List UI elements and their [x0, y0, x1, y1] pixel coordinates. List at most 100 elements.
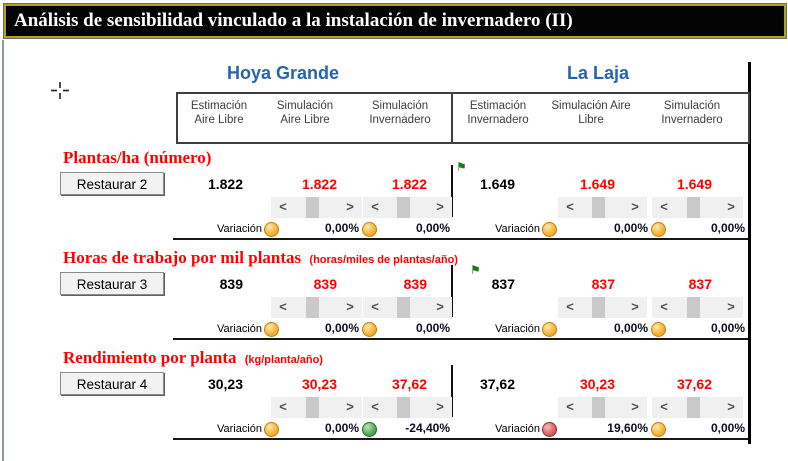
arrow-left-icon[interactable]: < [660, 299, 668, 314]
section-underline [173, 438, 748, 440]
group-divider [451, 265, 453, 317]
spinner-thumb[interactable] [686, 397, 700, 418]
status-dot [651, 422, 666, 437]
status-dot [542, 222, 557, 237]
restaurar-3-button[interactable]: Restaurar 3 [60, 272, 164, 295]
spinner-thumb[interactable] [686, 297, 700, 318]
restaurar-2-button[interactable]: Restaurar 2 [60, 172, 164, 195]
section-rendimiento: Rendimiento por planta (kg/planta/año) R… [0, 348, 788, 448]
spinner-hg-sim-invernadero[interactable]: < > [363, 297, 452, 318]
cell-hg-sim-aire: 1.822 [301, 176, 337, 192]
status-dot [542, 322, 557, 337]
arrow-left-icon[interactable]: < [279, 299, 287, 314]
variacion-pct: 0,00% [415, 321, 450, 335]
variacion-label: Variación [494, 323, 540, 335]
arrow-left-icon[interactable]: < [566, 199, 574, 214]
section-title: Rendimiento por planta (kg/planta/año) [63, 348, 323, 367]
arrow-left-icon[interactable]: < [371, 299, 379, 314]
spinner-thumb[interactable] [305, 397, 319, 418]
section-title: Horas de trabajo por mil plantas (horas/… [63, 248, 458, 267]
spinner-thumb[interactable] [305, 197, 319, 218]
status-dot [651, 322, 666, 337]
arrow-right-icon[interactable]: > [346, 399, 354, 414]
cell-hg-sim-aire: 30,23 [301, 376, 337, 392]
arrow-right-icon[interactable]: > [346, 299, 354, 314]
col-header-hg-sim-invernadero: Simulación Invernadero [369, 100, 431, 127]
cell-hg-estimacion: 839 [219, 276, 243, 292]
variacion-label: Variación [494, 223, 540, 235]
cell-hg-sim-invernadero: 37,62 [391, 376, 427, 392]
arrow-right-icon[interactable]: > [631, 199, 639, 214]
group-divider [451, 365, 453, 417]
cell-hg-estimacion: 30,23 [207, 376, 243, 392]
spinner-hg-sim-aire[interactable]: < > [271, 297, 362, 318]
variacion-pct: -24,40% [405, 421, 450, 435]
cell-ll-sim-aire: 30,23 [579, 376, 615, 392]
arrow-right-icon[interactable]: > [727, 199, 735, 214]
group-title-hoya-grande: Hoya Grande [226, 63, 340, 83]
spinner-ll-sim-aire[interactable]: < > [558, 197, 647, 218]
variacion-pct: 0,00% [710, 321, 745, 335]
cell-ll-sim-aire: 1.649 [579, 176, 615, 192]
spinner-hg-sim-invernadero[interactable]: < > [363, 197, 452, 218]
arrow-right-icon[interactable]: > [727, 399, 735, 414]
flag-icon: ⚑ [470, 263, 481, 277]
spinner-ll-sim-aire[interactable]: < > [558, 397, 647, 418]
spinner-hg-sim-invernadero[interactable]: < > [363, 397, 452, 418]
status-dot [264, 322, 279, 337]
arrow-right-icon[interactable]: > [436, 399, 444, 414]
restaurar-4-button[interactable]: Restaurar 4 [60, 372, 164, 395]
spinner-thumb[interactable] [686, 197, 700, 218]
section-plantas-ha: Plantas/ha (número) Restaurar 2 1.822 1.… [0, 148, 788, 248]
arrow-right-icon[interactable]: > [631, 299, 639, 314]
col-header-ll-estimacion: Estimación Invernadero [467, 100, 529, 127]
variacion-pct: 0,00% [613, 221, 648, 235]
section-title: Plantas/ha (número) [63, 148, 212, 167]
crosshair-cursor-icon [51, 82, 69, 99]
spinner-ll-sim-invernadero[interactable]: < > [652, 397, 743, 418]
arrow-right-icon[interactable]: > [727, 299, 735, 314]
status-dot [362, 322, 377, 337]
arrow-left-icon[interactable]: < [279, 199, 287, 214]
variacion-label: Variación [494, 423, 540, 435]
arrow-left-icon[interactable]: < [566, 299, 574, 314]
arrow-right-icon[interactable]: > [631, 399, 639, 414]
col-header-ll-sim-aire: Simulación Aire Libre [551, 100, 631, 127]
spinner-thumb[interactable] [305, 297, 319, 318]
cell-hg-sim-invernadero: 839 [403, 276, 427, 292]
section-underline [173, 338, 748, 340]
spinner-thumb[interactable] [396, 297, 410, 318]
left-edge-divider [2, 40, 4, 461]
spinner-ll-sim-aire[interactable]: < > [558, 297, 647, 318]
col-header-hg-estimacion: Estimación Aire Libre [190, 100, 248, 127]
arrow-right-icon[interactable]: > [346, 199, 354, 214]
spinner-thumb[interactable] [396, 397, 410, 418]
spinner-hg-sim-aire[interactable]: < > [271, 197, 362, 218]
arrow-left-icon[interactable]: < [660, 199, 668, 214]
arrow-left-icon[interactable]: < [371, 399, 379, 414]
arrow-left-icon[interactable]: < [566, 399, 574, 414]
spinner-hg-sim-aire[interactable]: < > [271, 397, 362, 418]
cell-ll-estimacion: 37,62 [479, 376, 515, 392]
group-divider [451, 165, 453, 217]
variacion-pct: 0,00% [710, 221, 745, 235]
spinner-thumb[interactable] [591, 297, 605, 318]
arrow-right-icon[interactable]: > [436, 299, 444, 314]
arrow-left-icon[interactable]: < [279, 399, 287, 414]
cell-ll-sim-aire: 837 [591, 276, 615, 292]
status-dot [542, 422, 557, 437]
spinner-thumb[interactable] [591, 397, 605, 418]
section-units: (horas/miles de plantas/año) [309, 254, 458, 266]
table-right-border [748, 62, 751, 444]
spinner-thumb[interactable] [591, 197, 605, 218]
arrow-left-icon[interactable]: < [371, 199, 379, 214]
variacion-pct: 0,00% [324, 221, 359, 235]
spinner-thumb[interactable] [396, 197, 410, 218]
arrow-right-icon[interactable]: > [436, 199, 444, 214]
arrow-left-icon[interactable]: < [660, 399, 668, 414]
spinner-ll-sim-invernadero[interactable]: < > [652, 197, 743, 218]
spinner-ll-sim-invernadero[interactable]: < > [652, 297, 743, 318]
variacion-pct: 0,00% [613, 321, 648, 335]
variacion-label: Variación [216, 423, 262, 435]
group-title-la-laja: La Laja [566, 63, 630, 83]
